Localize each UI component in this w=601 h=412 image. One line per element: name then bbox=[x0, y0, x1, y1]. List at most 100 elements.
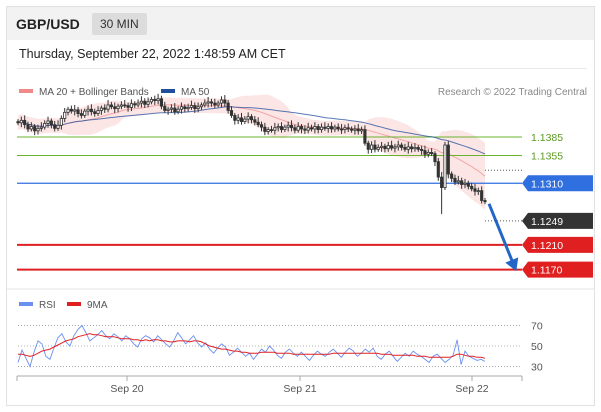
candle-body bbox=[450, 173, 454, 179]
candle-body bbox=[446, 144, 450, 175]
candle bbox=[376, 144, 380, 152]
candle-body bbox=[263, 126, 267, 132]
candle bbox=[236, 114, 240, 125]
candle bbox=[346, 123, 350, 133]
candle bbox=[483, 198, 487, 205]
candle bbox=[333, 124, 337, 133]
candle bbox=[393, 143, 397, 153]
candle bbox=[183, 104, 187, 113]
candle bbox=[46, 116, 50, 128]
candle bbox=[23, 115, 27, 129]
support-label: 1.1210 bbox=[531, 240, 563, 252]
candle-body bbox=[420, 148, 424, 151]
candle bbox=[456, 175, 460, 185]
candle-body bbox=[356, 128, 360, 132]
candle-body bbox=[476, 190, 480, 193]
candle bbox=[159, 95, 164, 110]
candle-body bbox=[383, 145, 387, 150]
candle-body bbox=[266, 129, 270, 132]
candle-body bbox=[179, 106, 184, 110]
candle bbox=[453, 174, 457, 186]
candle bbox=[306, 122, 310, 134]
candle bbox=[86, 105, 90, 116]
candle-body bbox=[323, 126, 327, 129]
candle-body bbox=[109, 104, 113, 108]
candle bbox=[186, 103, 190, 112]
candle bbox=[460, 177, 464, 189]
candle-body bbox=[353, 128, 357, 131]
candle bbox=[326, 123, 330, 133]
candle-body bbox=[413, 147, 417, 150]
candle-body bbox=[233, 115, 237, 121]
candle bbox=[473, 183, 477, 196]
candle-body bbox=[366, 142, 370, 150]
candle-body bbox=[460, 180, 464, 185]
candle-body bbox=[443, 144, 447, 188]
candle bbox=[299, 124, 304, 134]
candle-body bbox=[440, 176, 444, 188]
candle bbox=[329, 122, 334, 133]
candlesticks bbox=[16, 93, 487, 215]
candle-body bbox=[350, 128, 354, 131]
candle bbox=[403, 143, 407, 152]
candle-body bbox=[433, 153, 437, 163]
candle-body bbox=[16, 121, 20, 124]
timeframe-badge[interactable]: 30 MIN bbox=[92, 13, 147, 35]
ma50-legend-swatch bbox=[161, 89, 175, 93]
support-label-box bbox=[522, 236, 593, 253]
candle-body bbox=[86, 108, 90, 112]
candle-body bbox=[453, 177, 457, 183]
candle-body bbox=[146, 101, 150, 105]
candle-body bbox=[303, 128, 307, 131]
candle-body bbox=[76, 109, 80, 114]
candle bbox=[246, 112, 250, 124]
candle-body bbox=[59, 118, 63, 126]
candle bbox=[203, 99, 207, 108]
candle bbox=[233, 112, 237, 125]
candle-body bbox=[169, 107, 174, 110]
ma50-path bbox=[17, 106, 486, 155]
candle-body bbox=[133, 103, 137, 106]
candle-body bbox=[393, 146, 397, 149]
candle bbox=[56, 120, 60, 131]
candle-body bbox=[116, 105, 120, 110]
rsi-ma-legend-label: 9MA bbox=[87, 300, 108, 311]
candle-body bbox=[326, 126, 330, 129]
candle bbox=[113, 102, 117, 113]
candle-body bbox=[129, 103, 133, 108]
candle-body bbox=[63, 111, 67, 119]
candle-body bbox=[73, 109, 77, 112]
candle bbox=[430, 148, 434, 157]
rsi-ma-legend-swatch bbox=[67, 302, 81, 306]
candle bbox=[166, 106, 170, 115]
candle bbox=[119, 101, 123, 110]
candle bbox=[36, 124, 40, 135]
rsi-ma-line bbox=[18, 333, 486, 359]
candle-body bbox=[96, 110, 100, 114]
candle-body bbox=[79, 113, 83, 116]
candle bbox=[273, 122, 277, 135]
candle bbox=[463, 178, 467, 189]
candle bbox=[383, 143, 387, 153]
candle-body bbox=[313, 126, 317, 130]
candle bbox=[109, 101, 113, 110]
candle bbox=[73, 104, 77, 116]
candle bbox=[269, 125, 274, 133]
candle-body bbox=[463, 182, 467, 185]
instrument-title: GBP/USD bbox=[16, 16, 80, 32]
candle bbox=[99, 105, 103, 115]
candle-body bbox=[136, 102, 140, 106]
candle bbox=[219, 96, 224, 108]
rsi-pane: 70 50 30 bbox=[17, 320, 543, 374]
candle-body bbox=[183, 106, 187, 110]
candle bbox=[396, 140, 400, 151]
candle-body bbox=[396, 144, 400, 148]
candle-body bbox=[416, 147, 420, 150]
candle bbox=[229, 106, 234, 118]
resistance-label: 1.1355 bbox=[531, 151, 563, 163]
candle bbox=[283, 124, 287, 133]
header-bar: GBP/USD 30 MIN bbox=[7, 7, 594, 40]
candle-body bbox=[400, 144, 404, 148]
candle-body bbox=[33, 126, 37, 132]
candle bbox=[316, 124, 320, 134]
